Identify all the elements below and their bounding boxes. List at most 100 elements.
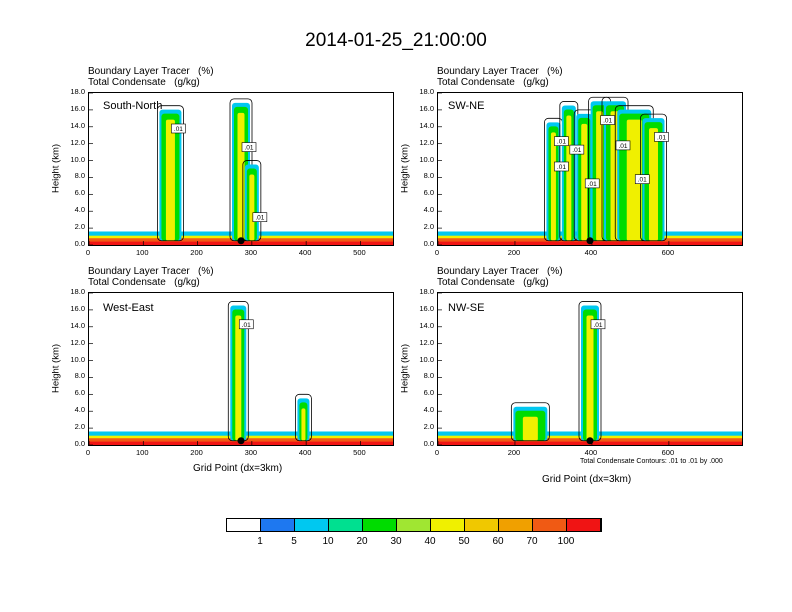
column-core [165,119,175,241]
y-tick-label: 6.0 [423,388,434,398]
y-tick-label: 18.0 [419,87,434,96]
colorbar-swatch [329,519,363,531]
contour-label: .01 [242,322,251,329]
colorbar-label: 1 [257,536,263,547]
x-axis-label: Grid Point (dx=3km) [542,474,632,485]
contour-label: .01 [572,147,581,154]
contour-label: .01 [557,164,566,171]
panel-header-south-north: Boundary Layer Tracer (%) Total Condensa… [88,66,214,88]
contour-label-box [171,123,186,134]
y-tick-label: 2.0 [423,422,434,432]
y-tick-label: 0.0 [74,439,85,448]
header-line1: Boundary Layer Tracer (%) [437,66,563,77]
column-core [596,111,604,241]
cross-section-center-marker [586,437,594,445]
panel-nw-se: .01 NW-SE [437,292,743,446]
x-tick-label: 500 [353,248,366,257]
x-tick-label: 400 [298,448,312,457]
y-tick-label: 18.0 [70,287,85,296]
y-tick-label: 8.0 [74,171,85,181]
colorbar-label: 50 [458,536,470,547]
panel-label: SW-NE [448,100,485,112]
y-tick-label: 12.0 [419,137,434,147]
x-tick-label: 400 [584,448,598,457]
y-tick-label: 18.0 [419,287,434,296]
contour-label: .01 [603,118,612,125]
y-tick-label: 2.0 [423,222,434,232]
y-tick-label: 10.0 [419,354,434,364]
x-tick-label: 300 [244,448,258,457]
column-core [522,416,538,441]
contour-label-box [554,161,569,172]
y-axis-label: Height (km) [50,143,62,194]
y-tick-label: 16.0 [419,103,434,113]
panel-header-west-east: Boundary Layer Tracer (%) Total Condensa… [88,266,214,288]
header-line2: Total Condensate (g/kg) [88,277,200,288]
colorbar-label: 40 [424,536,436,547]
y-tick-label: 6.0 [74,188,85,198]
colorbar-label: 100 [557,536,575,547]
y-tick-label: 14.0 [70,320,85,330]
x-tick-label: 500 [353,448,366,457]
colorbar-label: 60 [492,536,504,547]
column-core [301,408,306,441]
contour-label: .01 [638,177,647,184]
y-tick-label: 2.0 [74,222,85,232]
x-tick-label: 600 [661,248,675,257]
column-core [648,128,658,241]
contour-label: .01 [174,126,183,133]
contour-label-box [615,140,631,151]
y-tick-label: 4.0 [423,405,434,415]
cross-section-center-marker [586,237,594,245]
y-tick-label: 12.0 [419,337,434,347]
x-tick-label: 200 [190,448,203,457]
y-axis-label: Height (km) [50,343,62,394]
y-tick-label: 8.0 [74,371,85,381]
panel-label: NW-SE [448,302,485,314]
contour-label-box [241,142,257,152]
cross-section-center-marker [237,237,245,245]
condensate-contour [510,402,550,442]
contour-label-box [252,212,268,222]
panel-label: South-North [103,100,163,112]
contour-label: .01 [244,145,253,152]
x-tick-label: 400 [298,248,312,257]
column-core [249,174,255,241]
figure-title: 2014-01-25_21:00:00 [305,30,487,51]
y-tick-label: 12.0 [70,137,85,147]
x-tick-label: 0 [85,448,91,457]
y-tick-label: 8.0 [423,371,434,381]
colorbar-swatch [465,519,499,531]
condensate-contour [242,160,262,242]
contour-label: .01 [588,181,597,188]
contour-label-box [584,178,600,189]
colorbar-swatch [227,519,261,531]
y-tick-label: 10.0 [419,154,434,164]
y-tick-label: 6.0 [423,188,434,198]
y-tick-label: 2.0 [74,422,85,432]
header-line2: Total Condensate (g/kg) [88,77,200,88]
y-tick-label: 10.0 [70,354,85,364]
y-tick-label: 16.0 [70,103,85,113]
colorbar-swatch [431,519,465,531]
header-line1: Boundary Layer Tracer (%) [88,266,214,277]
panel-header-nw-se: Boundary Layer Tracer (%) Total Condensa… [437,266,563,288]
x-tick-label: 600 [661,448,675,457]
contour-label-box [600,115,615,125]
column-core [235,315,242,441]
y-tick-label: 16.0 [70,303,85,313]
contour-label: .01 [618,143,627,150]
panel-south-north: .01 .01 .01 South-North [88,92,394,246]
column-core [237,112,245,241]
cross-section-center-marker [237,437,245,445]
y-tick-label: 0.0 [423,239,434,248]
x-tick-label: 100 [136,248,149,257]
colorbar-swatch [397,519,431,531]
colorbar [226,518,602,532]
y-tick-label: 4.0 [74,405,85,415]
colorbar-swatch [295,519,329,531]
y-tick-label: 14.0 [419,120,434,130]
y-tick-label: 6.0 [74,388,85,398]
y-axis-label: Height (km) [399,343,411,394]
panel-west-east: .01 West-East [88,292,394,446]
